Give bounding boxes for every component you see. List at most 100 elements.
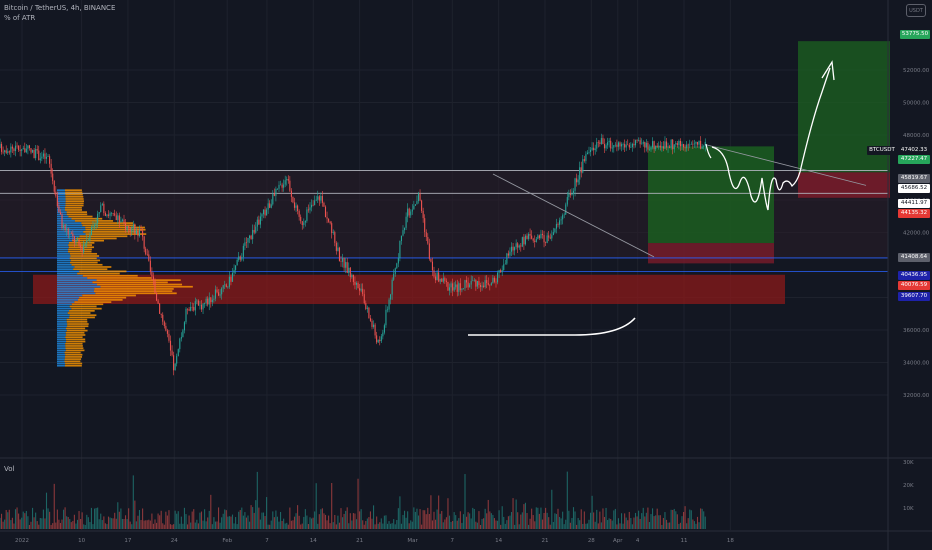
profile-bar-buy [57, 360, 65, 363]
profile-bar-sell [65, 193, 83, 196]
candle-body [686, 144, 688, 149]
volume-bar [352, 513, 354, 529]
candle-body [213, 298, 215, 300]
volume-bar [504, 523, 506, 529]
candle-body [176, 355, 178, 364]
volume-bar [233, 523, 235, 529]
volume-bar [100, 513, 102, 529]
volume-bar [630, 517, 632, 529]
volume-bar [151, 513, 153, 529]
profile-bar-sell [69, 310, 95, 312]
volume-bar [450, 521, 452, 529]
volume-bar [231, 514, 234, 529]
candle-body [131, 228, 133, 232]
candle-body [664, 141, 666, 149]
profile-bar-buy [57, 259, 71, 262]
volume-bar [138, 510, 141, 529]
candle-body [346, 262, 348, 274]
volume-bar [14, 509, 17, 529]
profile-bar-sell [65, 349, 85, 352]
time-tick-label: 10 [78, 538, 85, 544]
volume-bar [599, 511, 601, 529]
volume-bar [503, 516, 505, 529]
volume-bar [179, 523, 181, 529]
candle-body [514, 247, 516, 251]
candle-body [230, 276, 232, 282]
candle-body [541, 233, 544, 236]
volume-bar [639, 518, 641, 529]
candle-body [630, 147, 632, 148]
candle-body [577, 179, 579, 183]
candle-body [455, 284, 457, 288]
currency-badge[interactable]: USDT [906, 4, 926, 17]
volume-bar [577, 518, 579, 529]
volume-bar [301, 523, 303, 529]
volume-bar [266, 497, 268, 529]
volume-bar [610, 519, 612, 529]
candle-body [501, 270, 503, 273]
profile-bar-buy [57, 353, 66, 356]
volume-bar [411, 521, 413, 529]
volume-bar [21, 517, 23, 529]
time-tick-label: 7 [265, 538, 269, 544]
profile-bar-buy [57, 314, 70, 317]
candle-body [0, 143, 1, 148]
candle-body [160, 313, 162, 315]
profile-bar-sell [64, 360, 81, 363]
volume-bar [501, 506, 503, 529]
volume-bar [596, 509, 598, 529]
price-tag-tp: 53775.50 [900, 29, 930, 39]
candle-body [397, 258, 399, 264]
candle-body [433, 270, 435, 277]
time-tick-label: 7 [451, 538, 455, 544]
candle-body [692, 143, 694, 145]
volume-bar [486, 513, 488, 529]
volume-bar [636, 516, 638, 529]
candle-body [185, 308, 187, 323]
profile-bar-sell [65, 200, 84, 203]
volume-bar [73, 514, 75, 529]
volume-bar [404, 510, 406, 529]
candle-body [546, 235, 548, 243]
candle-body [424, 218, 426, 233]
volume-bar [176, 513, 178, 529]
volume-bar [467, 512, 469, 529]
volume-bar [514, 524, 516, 529]
volume-bar [342, 517, 344, 529]
volume-bar [414, 511, 416, 529]
profile-bar-sell [67, 325, 89, 328]
candle-body [320, 195, 322, 201]
volume-bar [83, 524, 85, 529]
candle-body [174, 363, 176, 371]
volume-bar [572, 507, 575, 529]
candle-body [572, 190, 575, 194]
candle-body [447, 282, 449, 291]
volume-bar [495, 520, 497, 529]
profile-bar-sell [65, 204, 84, 207]
candle-body [63, 224, 65, 228]
price-tick-label: 36000.00 [903, 328, 930, 334]
candle-body [300, 216, 302, 222]
volume-bar [78, 511, 80, 529]
candle-body [439, 278, 441, 282]
candle-body [210, 297, 212, 303]
profile-bar-buy [57, 349, 66, 352]
candle-body [211, 299, 213, 303]
candle-body [481, 285, 483, 287]
price-tag-sym: BTCUSDT [867, 145, 897, 155]
candle-body [168, 333, 170, 341]
volume-bar [270, 520, 272, 529]
volume-bar [624, 513, 626, 529]
candle-body [193, 307, 195, 311]
candle-body [419, 193, 421, 201]
volume-bar [548, 517, 550, 529]
volume-bar [562, 511, 564, 529]
volume-bar [703, 511, 705, 529]
candle-body [228, 276, 230, 287]
volume-bar [149, 520, 151, 529]
profile-bar-buy [57, 270, 80, 273]
candle-body [596, 142, 598, 149]
volume-bar [115, 518, 117, 529]
volume-bar [241, 507, 243, 529]
